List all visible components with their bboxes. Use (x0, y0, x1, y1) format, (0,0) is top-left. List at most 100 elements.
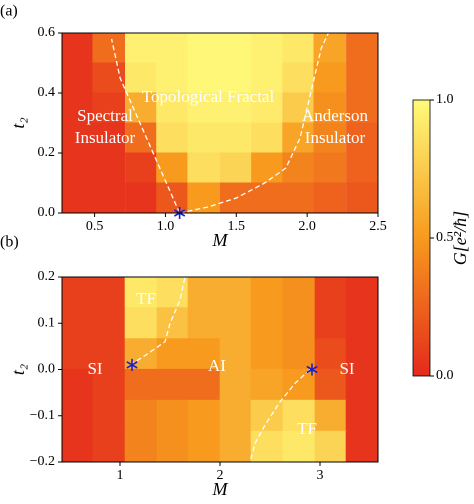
annotation: Topological Fractal (142, 87, 275, 106)
heat-cell (62, 33, 94, 64)
y-tick-label: 0.2 (38, 145, 56, 160)
heat-cell (92, 33, 126, 64)
heat-cell (124, 277, 158, 309)
heat-cell (62, 92, 94, 124)
heat-cell (345, 399, 378, 432)
phase-boundary (129, 277, 186, 366)
heat-cell (346, 122, 378, 154)
x-tick-label: 2.0 (298, 219, 316, 234)
heat-cell (314, 338, 348, 371)
heat-cell (92, 368, 126, 401)
heat-cell (345, 307, 378, 340)
heat-cell (282, 430, 316, 462)
x-tick-label: 0.5 (86, 219, 104, 234)
heat-cell (219, 399, 253, 432)
heat-cell (62, 182, 94, 213)
colorbar-tick-label: 1.0 (436, 92, 454, 107)
heat-cell (124, 430, 158, 462)
heat-cell (125, 92, 158, 124)
heat-cell (62, 152, 94, 184)
annotation: Insulator (305, 128, 366, 147)
heat-cell (345, 277, 378, 309)
heat-cell (187, 182, 221, 213)
y-tick-label: 0.1 (38, 315, 56, 330)
heat-cell (282, 62, 315, 94)
x-tick-label: 2.5 (369, 219, 387, 234)
heat-cell (219, 92, 253, 124)
heat-cell (219, 338, 253, 371)
heat-cell (345, 430, 378, 462)
heat-cell (62, 62, 94, 94)
heat-cell (156, 33, 189, 64)
y-tick-label: 0.2 (38, 269, 56, 284)
heat-cell (62, 430, 95, 462)
annotation: AI (208, 356, 226, 375)
heat-cell (125, 62, 158, 94)
heat-cell (187, 277, 221, 309)
heat-cell (314, 277, 348, 309)
heat-cell (219, 430, 253, 462)
heat-cell (92, 430, 126, 462)
annotation: SI (87, 359, 102, 378)
heat-cell (156, 307, 190, 340)
heat-cell (250, 430, 284, 462)
heat-cell (187, 307, 221, 340)
y-tick-label: 0.0 (38, 362, 56, 377)
heat-cell (156, 399, 190, 432)
heat-cell (313, 122, 347, 154)
heat-cell (92, 338, 126, 371)
heat-cell (250, 277, 284, 309)
heat-cell (187, 338, 221, 371)
heat-cell (62, 307, 95, 340)
heat-cell (219, 62, 253, 94)
colorbar (412, 99, 431, 377)
x-tick-label: 1.0 (157, 219, 175, 234)
annotation: TF (136, 289, 156, 308)
heat-cell (187, 152, 221, 184)
annotation: SI (339, 359, 354, 378)
heat-cell (250, 399, 284, 432)
heat-cell (346, 62, 378, 94)
heat-cell (282, 368, 316, 401)
y-axis-label: t₂ (8, 364, 28, 375)
heat-cell (251, 152, 284, 184)
heat-cell (92, 182, 126, 213)
panel-label: (b) (0, 234, 19, 251)
heat-cell (187, 368, 221, 401)
heat-cell (92, 122, 126, 154)
heat-cell (92, 277, 126, 309)
heat-cell (187, 92, 221, 124)
heat-cell (251, 33, 284, 64)
heat-cell (156, 92, 189, 124)
panel-label: (a) (0, 3, 18, 20)
heat-cell (346, 182, 378, 213)
x-tick-label: 1.5 (228, 219, 246, 234)
heat-cell (250, 307, 284, 340)
heat-cell (282, 182, 315, 213)
y-tick-label: 0.6 (38, 25, 56, 40)
x-tick-label: 1 (117, 468, 124, 483)
heat-cell (187, 399, 221, 432)
heat-cell (314, 307, 348, 340)
critical-point (306, 363, 318, 376)
heat-cell (313, 62, 347, 94)
heat-cell (251, 62, 284, 94)
y-tick-label: −0.2 (30, 454, 55, 469)
heat-cell (314, 399, 348, 432)
heat-cell (346, 152, 378, 184)
heat-cell (92, 92, 126, 124)
heat-cell (250, 368, 284, 401)
phase-boundary (179, 33, 329, 213)
heat-cell (156, 338, 190, 371)
heat-cell (282, 338, 316, 371)
heat-cell (282, 92, 315, 124)
heat-cell (251, 122, 284, 154)
colorbar-tick-label: 0.5 (436, 230, 454, 245)
heat-cell (345, 368, 378, 401)
x-axis-label: M (212, 479, 229, 499)
plot-area (62, 33, 378, 213)
heat-cell (187, 33, 221, 64)
heat-cell (62, 399, 95, 432)
heat-cell (345, 338, 378, 371)
